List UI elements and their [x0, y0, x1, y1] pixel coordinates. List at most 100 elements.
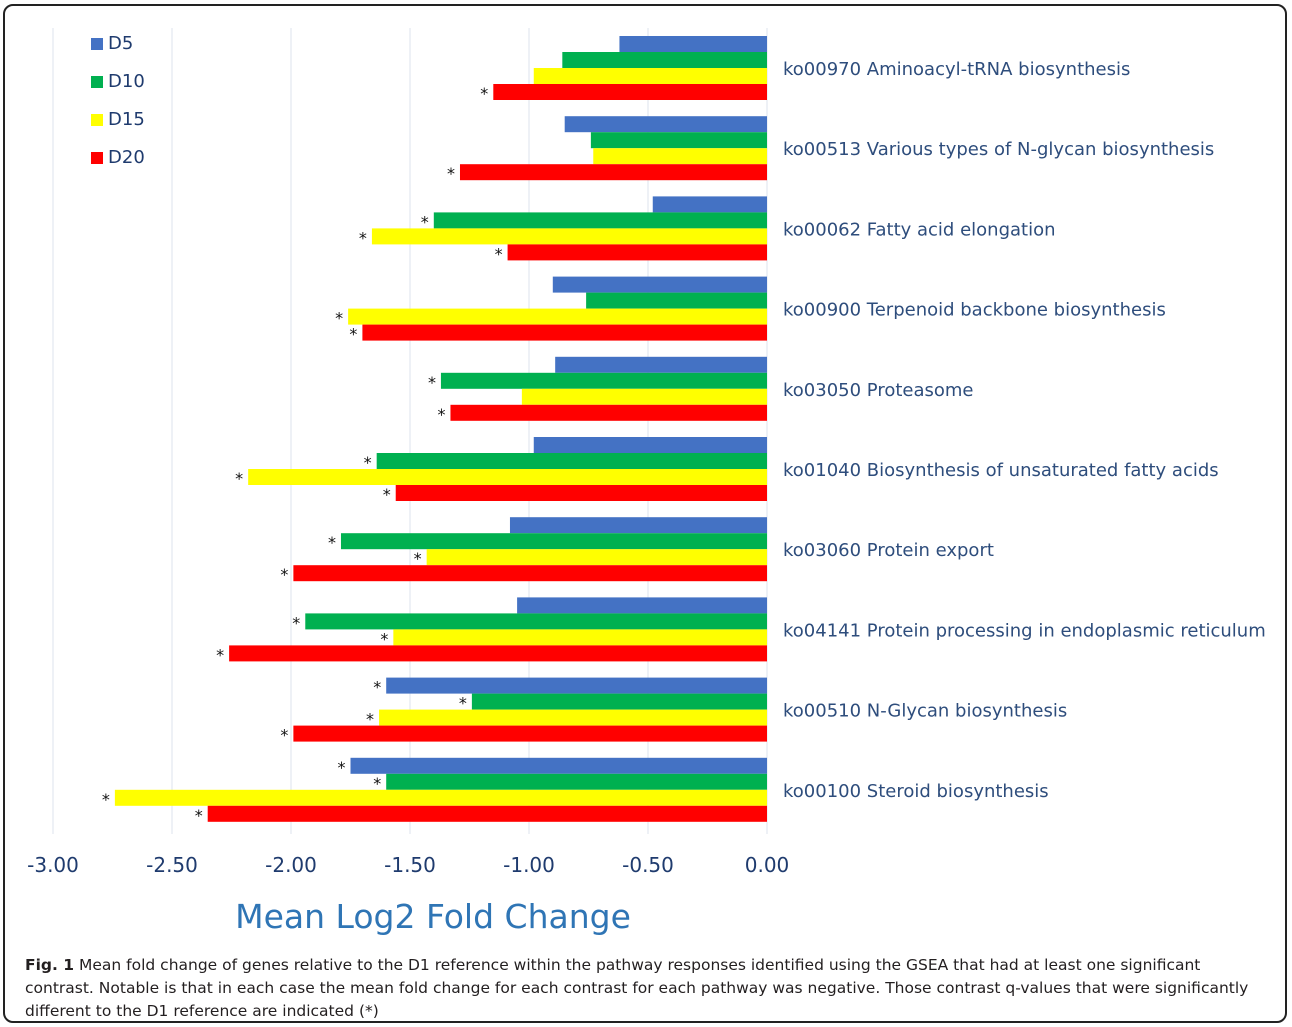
significance-star: * [421, 212, 429, 231]
significance-star: * [235, 469, 243, 488]
significance-star: * [459, 694, 467, 713]
bar-d10 [433, 212, 767, 229]
legend: D5 D10 D15 D20 [91, 33, 145, 168]
x-tick-label: 0.00 [745, 853, 790, 877]
significance-star: * [335, 309, 343, 328]
bar-d20 [293, 565, 767, 582]
bar-d5 [555, 356, 767, 373]
bar-d10 [386, 773, 767, 790]
x-tick-label: -1.50 [384, 853, 436, 877]
bar-d20 [395, 485, 767, 501]
bar-d15 [521, 388, 767, 405]
bar-d10 [340, 533, 767, 550]
significance-star: * [359, 228, 367, 247]
significance-markers: * * * * * * * * * * * * * * * * * * * * * * * * * * [102, 84, 503, 825]
significance-star: * [428, 373, 436, 392]
bar-d15 [593, 148, 767, 165]
category-labels: ko00970 Aminoacyl-tRNA biosynthesis ko005… [783, 59, 1266, 802]
bar-d15 [426, 549, 767, 566]
bar-d20 [229, 645, 767, 662]
bar-d5 [350, 757, 767, 774]
bar-d15 [114, 789, 767, 806]
bar-d5 [386, 677, 767, 694]
significance-star: * [383, 485, 391, 504]
significance-star: * [338, 758, 346, 777]
category-label: ko04141 Protein processing in endoplasmi… [783, 620, 1266, 641]
bar-d10 [562, 52, 767, 68]
bar-d20 [507, 244, 767, 261]
significance-star: * [216, 645, 224, 664]
significance-star: * [380, 629, 388, 648]
significance-star: * [414, 549, 422, 568]
x-tick-label: -1.00 [503, 853, 555, 877]
legend-swatch [91, 76, 103, 88]
bar-d15 [248, 469, 767, 485]
bar-d10 [471, 693, 767, 710]
category-label: ko00100 Steroid biosynthesis [783, 781, 1049, 802]
category-label: ko00513 Various types of N-glycan biosyn… [783, 139, 1214, 160]
significance-star: * [495, 244, 503, 263]
category-label: ko00510 N-Glycan biosynthesis [783, 701, 1067, 722]
caption-label: Fig. 1 [25, 956, 75, 974]
bar-d5 [509, 517, 767, 534]
legend-label: D15 [108, 109, 145, 130]
legend-swatch [91, 114, 103, 126]
category-label: ko00970 Aminoacyl-tRNA biosynthesis [783, 59, 1130, 80]
significance-star: * [447, 164, 455, 183]
bar-d5 [619, 36, 767, 52]
bar-d20 [459, 164, 767, 181]
bar-d5 [533, 437, 767, 453]
significance-star: * [328, 533, 336, 552]
significance-star: * [373, 678, 381, 697]
caption-text: Mean fold change of genes relative to th… [25, 956, 1249, 1020]
bar-d15 [379, 709, 767, 726]
bar-d10 [590, 132, 767, 149]
significance-star: * [366, 710, 374, 729]
significance-star: * [480, 84, 488, 103]
x-tick-labels: -3.00 -2.50 -2.00 -1.50 -1.00 -0.50 0.00 [27, 853, 789, 877]
bar-d15 [371, 228, 767, 245]
x-tick-label: -2.00 [265, 853, 317, 877]
category-label: ko00900 Terpenoid backbone biosynthesis [783, 300, 1166, 321]
bar-d10 [586, 292, 767, 309]
bar-d15 [533, 68, 767, 84]
bar-d15 [393, 629, 767, 646]
legend-swatch [91, 152, 103, 164]
bar-series [114, 36, 767, 822]
significance-star: * [292, 613, 300, 632]
bar-d10 [305, 613, 767, 630]
bar-d5 [652, 196, 767, 213]
x-tick-label: -0.50 [622, 853, 674, 877]
legend-label: D10 [108, 71, 145, 92]
bar-d20 [450, 404, 767, 421]
category-label: ko01040 Biosynthesis of unsaturated fatt… [783, 460, 1219, 481]
category-label: ko03050 Proteasome [783, 380, 974, 401]
bar-d5 [517, 597, 767, 614]
bar-d5 [564, 116, 767, 133]
significance-star: * [349, 325, 357, 344]
bar-d15 [348, 308, 767, 325]
bar-d20 [362, 324, 767, 341]
significance-star: * [280, 565, 288, 584]
significance-star: * [102, 790, 110, 809]
category-label: ko03060 Protein export [783, 540, 994, 561]
bar-d20 [207, 805, 767, 822]
bar-d10 [440, 372, 767, 389]
significance-star: * [195, 806, 203, 825]
bar-d10 [376, 453, 767, 469]
bar-chart: * * * * * * * * * * * * * * * * * * * * * * * * * * ko00970 Amino… [27, 28, 1266, 936]
bar-d20 [293, 725, 767, 742]
figure-caption: Fig. 1 Mean fold change of genes relativ… [25, 954, 1270, 1021]
bar-d5 [552, 276, 767, 293]
category-label: ko00062 Fatty acid elongation [783, 219, 1056, 240]
significance-star: * [364, 453, 372, 472]
figure-frame: * * * * * * * * * * * * * * * * * * * * * * * * * * ko00970 Amino… [3, 4, 1287, 1023]
x-axis-label: Mean Log2 Fold Change [235, 897, 631, 936]
legend-label: D20 [108, 147, 145, 168]
legend-swatch [91, 38, 103, 50]
legend-label: D5 [108, 33, 133, 54]
x-tick-label: -3.00 [27, 853, 79, 877]
significance-star: * [373, 774, 381, 793]
significance-star: * [280, 726, 288, 745]
significance-star: * [437, 405, 445, 424]
